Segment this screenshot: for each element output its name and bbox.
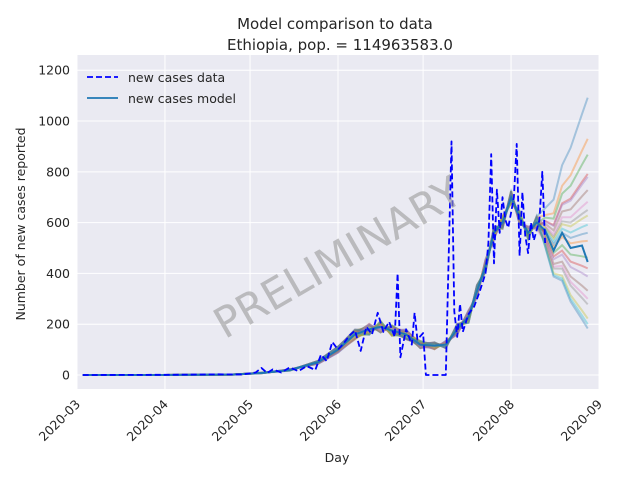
x-tick-labels: 2020-03 2020-04 2020-05 2020-06 2020-07 2020-…: [36, 396, 606, 444]
ensemble-line: [82, 189, 589, 376]
ensemble-line: [82, 138, 589, 376]
series-layer: [82, 140, 589, 376]
y-tick-label: 200: [46, 317, 70, 332]
legend: new cases data new cases model: [87, 70, 236, 106]
legend-label-data: new cases data: [128, 70, 225, 85]
x-tick-label: 2020-06: [297, 396, 345, 444]
x-tick-label: 2020-07: [382, 397, 430, 445]
x-tick-label: 2020-08: [470, 396, 518, 444]
series-line-data: [82, 140, 546, 376]
y-tick-label: 800: [46, 164, 70, 179]
ensemble-line: [82, 97, 589, 376]
y-tick-label: 400: [46, 266, 70, 281]
chart-title-line2: Ethiopia, pop. = 114963583.0: [227, 36, 453, 54]
ensemble-line: [82, 197, 589, 376]
x-tick-label: 2020-05: [209, 397, 257, 445]
legend-label-model: new cases model: [128, 91, 236, 106]
ensemble-line: [82, 195, 589, 376]
y-tick-label: 1200: [38, 63, 70, 78]
chart-title-line1: Model comparison to data: [237, 15, 433, 33]
y-axis-label: Number of new cases reported: [13, 127, 28, 320]
y-tick-label: 0: [62, 368, 70, 383]
y-tick-labels: 0 200 400 600 800 1000 1200: [38, 63, 70, 383]
x-axis-label: Day: [325, 450, 350, 465]
y-tick-label: 600: [46, 215, 70, 230]
y-tick-label: 1000: [38, 114, 70, 129]
x-tick-label: 2020-09: [558, 396, 606, 444]
x-tick-label: 2020-03: [36, 397, 84, 445]
x-tick-label: 2020-04: [124, 396, 172, 444]
ensemble-line: [82, 193, 589, 376]
